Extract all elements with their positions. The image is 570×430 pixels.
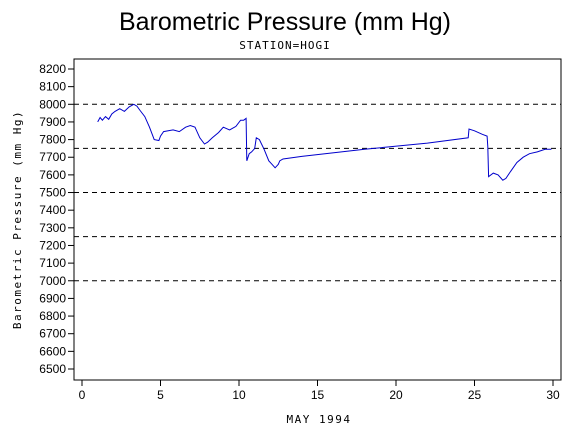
y-tick-label: 6500 bbox=[39, 362, 66, 376]
y-tick-label: 6700 bbox=[39, 327, 66, 341]
y-tick-label: 7400 bbox=[39, 203, 66, 217]
y-tick-label: 6600 bbox=[39, 344, 66, 358]
series-line bbox=[97, 103, 552, 181]
y-tick-label: 7700 bbox=[39, 150, 66, 164]
y-tick-label: 6800 bbox=[39, 309, 66, 323]
x-tick-label: 5 bbox=[157, 388, 164, 402]
y-tick-label: 8000 bbox=[39, 97, 66, 111]
y-tick-label: 8200 bbox=[39, 62, 66, 76]
y-tick-label: 7200 bbox=[39, 238, 66, 252]
x-axis-label: MAY 1994 bbox=[287, 413, 352, 426]
y-tick-label: 7800 bbox=[39, 133, 66, 147]
y-tick-label: 7100 bbox=[39, 256, 66, 270]
series-layer bbox=[97, 103, 552, 181]
y-tick-label: 7900 bbox=[39, 115, 66, 129]
y-tick-label: 7000 bbox=[39, 274, 66, 288]
y-tick-label: 7500 bbox=[39, 186, 66, 200]
chart-subtitle: STATION=HOGI bbox=[239, 39, 330, 52]
x-tick-label: 30 bbox=[546, 388, 560, 402]
x-tick-label: 15 bbox=[311, 388, 325, 402]
y-tick-label: 7300 bbox=[39, 221, 66, 235]
reference-lines bbox=[74, 103, 561, 282]
x-tick-label: 25 bbox=[468, 388, 482, 402]
plot-frame bbox=[73, 58, 562, 381]
y-axis-label: Barometric Pressure (mm Hg) bbox=[11, 110, 24, 329]
x-axis: 0 5 10 15 20 25 30 bbox=[79, 380, 560, 402]
x-tick-label: 20 bbox=[389, 388, 403, 402]
x-tick-label: 10 bbox=[232, 388, 246, 402]
y-tick-label: 7600 bbox=[39, 168, 66, 182]
y-tick-label: 6900 bbox=[39, 291, 66, 305]
y-tick-label: 8100 bbox=[39, 80, 66, 94]
y-axis: 6500 6600 6700 6800 6900 7000 7100 7200 7300 7400… bbox=[39, 62, 74, 376]
chart-title: Barometric Pressure (mm Hg) bbox=[119, 8, 451, 36]
x-tick-label: 0 bbox=[79, 388, 86, 402]
